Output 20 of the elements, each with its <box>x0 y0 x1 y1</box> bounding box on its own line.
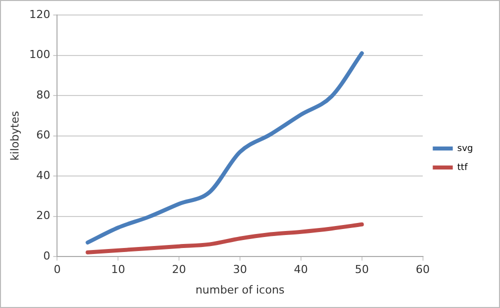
legend-label: ttf <box>457 162 468 173</box>
line-series <box>86 222 364 254</box>
x-tick-label: 50 <box>354 263 369 276</box>
x-tick-label: 30 <box>232 263 247 276</box>
y-tick-label: 120 <box>29 8 50 21</box>
x-axis-title: number of icons <box>195 283 285 296</box>
y-tick-label: 40 <box>36 168 50 182</box>
y-tick-label: 60 <box>36 128 50 142</box>
x-tick-label: 60 <box>416 263 430 276</box>
y-tick-label: 0 <box>43 249 50 262</box>
y-axis-title: kilobytes <box>8 110 22 161</box>
y-tick-label: 80 <box>36 88 50 102</box>
legend-label: svg <box>457 144 474 154</box>
x-tick-label: 40 <box>294 263 308 276</box>
y-tick-label: 100 <box>29 48 50 62</box>
x-tick-label: 10 <box>111 263 126 276</box>
x-tick-label: 0 <box>54 263 61 276</box>
line-series <box>86 51 364 245</box>
y-tick-label: 20 <box>36 209 50 222</box>
x-tick-label: 20 <box>172 263 186 276</box>
